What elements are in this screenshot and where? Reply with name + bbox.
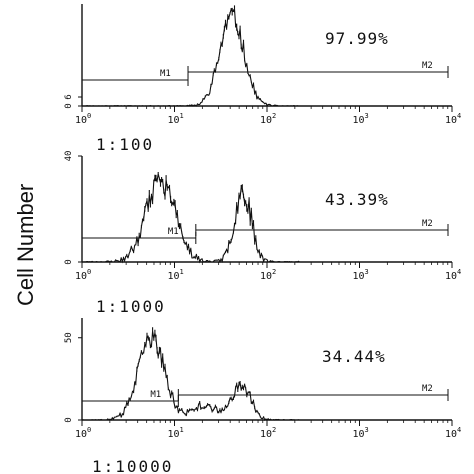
y-tick-label: 6 (64, 94, 74, 99)
histogram-trace (82, 5, 452, 107)
x-tick-exponent: 1 (180, 426, 184, 434)
y-tick-label: 0 (64, 259, 74, 264)
x-tick-label: 104 (445, 426, 461, 440)
y-tick-label: 0 (64, 103, 74, 108)
histogram-trace (81, 327, 452, 421)
x-tick-exponent: 4 (457, 268, 461, 276)
y-tick-label: 50 (64, 332, 74, 343)
histogram-trace (82, 172, 452, 264)
marker-m1-label: M1 (150, 390, 161, 400)
gated-percent-label: 34.44% (322, 347, 386, 366)
x-tick-exponent: 1 (180, 112, 184, 120)
y-tick-label: 0 (64, 417, 74, 422)
marker-m2-label: M2 (422, 61, 433, 71)
x-tick-exponent: 3 (365, 268, 369, 276)
x-tick-label: 101 (168, 268, 184, 282)
x-tick-exponent: 3 (365, 112, 369, 120)
x-tick-exponent: 0 (87, 426, 91, 434)
marker-m2-label: M2 (422, 219, 433, 229)
x-tick-label: 103 (353, 268, 369, 282)
x-tick-label: 102 (260, 426, 276, 440)
x-tick-label: 101 (168, 112, 184, 126)
marker-m1-label: M1 (160, 69, 171, 79)
x-tick-label: 102 (260, 112, 276, 126)
x-tick-label: 103 (353, 426, 369, 440)
x-tick-exponent: 1 (180, 268, 184, 276)
x-tick-label: 104 (445, 112, 461, 126)
x-tick-exponent: 0 (87, 268, 91, 276)
x-tick-exponent: 0 (87, 112, 91, 120)
marker-m1-label: M1 (168, 227, 179, 237)
x-tick-label: 100 (75, 268, 91, 282)
x-tick-label: 100 (75, 426, 91, 440)
x-tick-exponent: 4 (457, 112, 461, 120)
x-tick-label: 100 (75, 112, 91, 126)
x-tick-label: 101 (168, 426, 184, 440)
y-tick-label: 40 (64, 151, 74, 162)
gated-percent-label: 97.99% (325, 29, 389, 48)
bottom-dilution-label: 1:10000 (92, 457, 173, 474)
x-tick-exponent: 3 (365, 426, 369, 434)
x-tick-exponent: 2 (272, 268, 276, 276)
x-tick-label: 103 (353, 112, 369, 126)
x-tick-label: 102 (260, 268, 276, 282)
x-tick-exponent: 4 (457, 426, 461, 434)
x-tick-exponent: 2 (272, 112, 276, 120)
dilution-label: 1:1000 (96, 297, 166, 316)
dilution-label: 1:100 (96, 135, 154, 154)
x-tick-exponent: 2 (272, 426, 276, 434)
x-tick-label: 104 (445, 268, 461, 282)
gated-percent-label: 43.39% (325, 190, 389, 209)
marker-m2-label: M2 (422, 384, 433, 394)
